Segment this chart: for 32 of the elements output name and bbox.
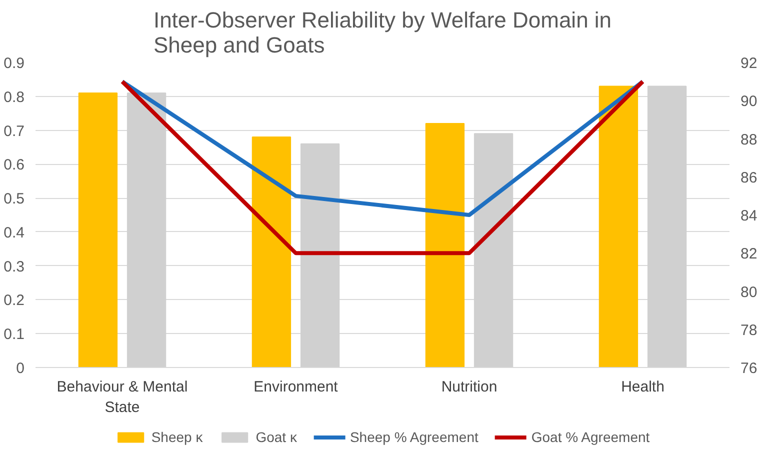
y2-tick-label: 76	[740, 360, 758, 377]
x-tick-label: Behaviour & Mental State	[56, 378, 188, 416]
legend-label: Goat κ	[256, 429, 297, 445]
y-tick-label: 0.8	[4, 88, 25, 106]
y-tick-label: 0.1	[4, 326, 25, 344]
y2-tick-label: 88	[740, 131, 758, 148]
bar	[598, 86, 638, 368]
x-tick-label: Environment	[254, 378, 339, 396]
y2-tick-label: 80	[740, 284, 758, 301]
y2-tick-label: 78	[740, 322, 758, 339]
y2-tick-label: 86	[740, 169, 758, 186]
legend-label: Sheep % Agreement	[350, 429, 478, 445]
bar	[252, 136, 292, 368]
y-tick-label: 0.9	[4, 55, 25, 72]
legend-label: Goat % Agreement	[531, 429, 650, 445]
y-tick-label: 0.6	[4, 156, 25, 174]
y2-tick-label: 84	[740, 208, 758, 224]
legend-label: Sheep κ	[151, 429, 203, 445]
y-tick-label: 0.3	[4, 258, 25, 276]
x-tick-label: Nutrition	[441, 378, 498, 396]
y-tick-label: 0.4	[4, 224, 25, 242]
y2-tick-label: 82	[740, 246, 758, 263]
y-tick-label: 0.7	[4, 122, 25, 140]
chart-title: Inter-Observer Reliability by Welfare Domain in Sheep and Goats	[153, 8, 612, 58]
bar	[78, 92, 118, 368]
y2-tick-label: 92	[740, 55, 758, 72]
bar	[425, 123, 465, 368]
y-tick-label: 0	[16, 360, 24, 377]
y-tick-label: 0.2	[4, 292, 25, 310]
x-tick-label: Health	[621, 378, 664, 396]
y-tick-label: 0.5	[4, 190, 25, 208]
y2-tick-label: 90	[740, 93, 758, 110]
